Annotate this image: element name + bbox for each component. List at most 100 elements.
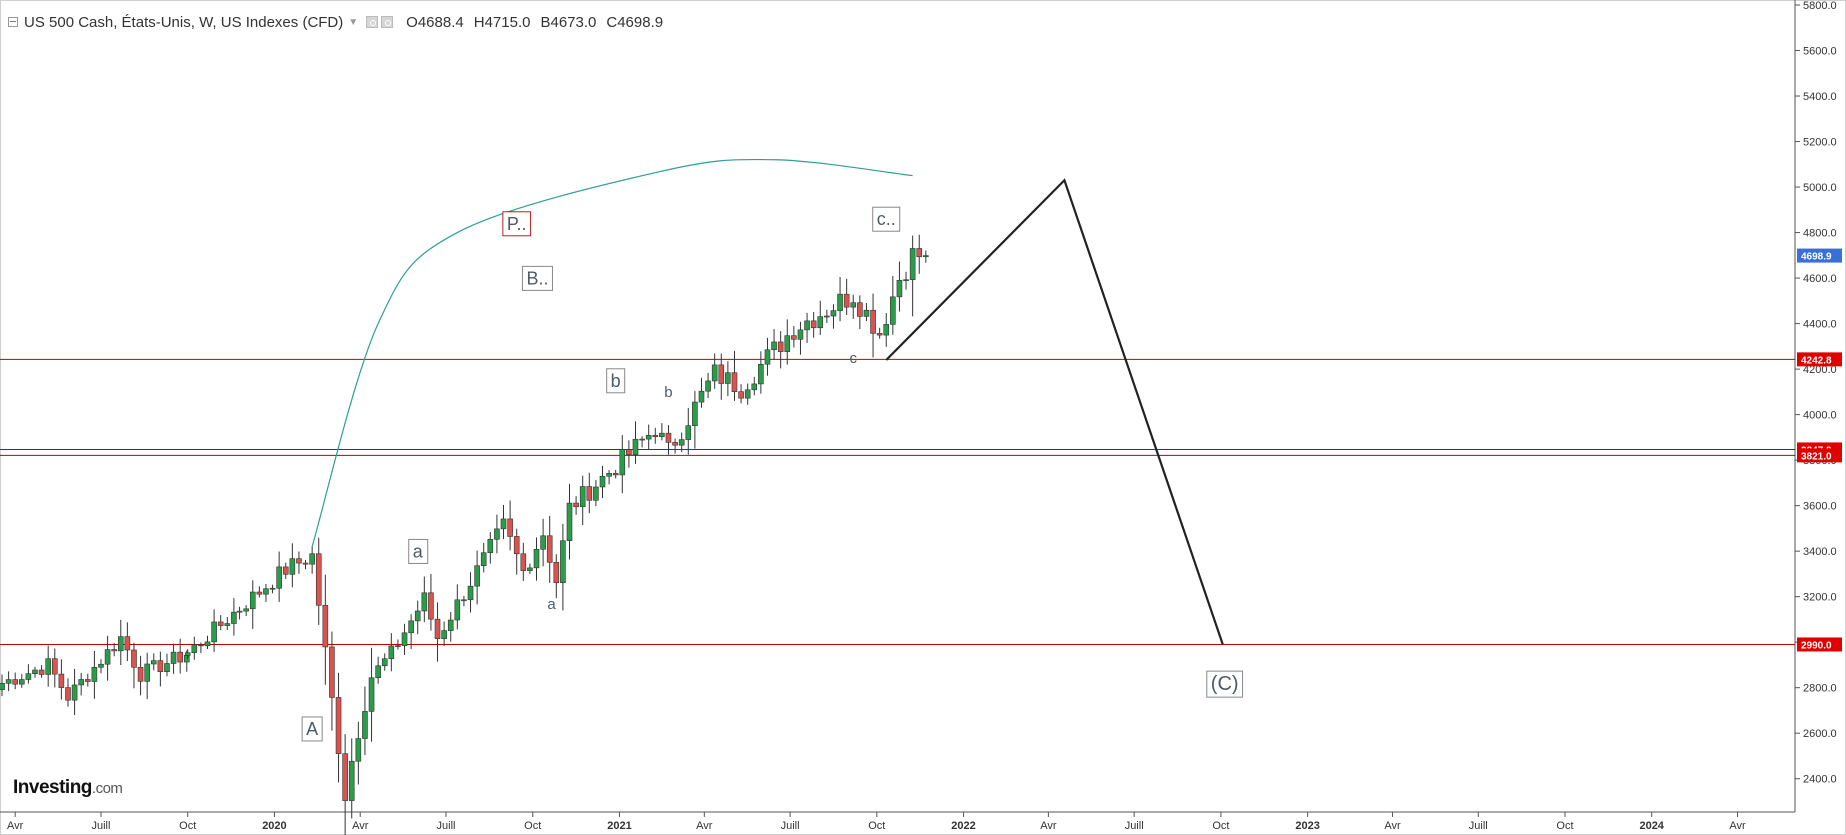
candle[interactable]: [705, 372, 711, 399]
candle[interactable]: [441, 621, 447, 647]
candle[interactable]: [249, 580, 256, 629]
candle[interactable]: [791, 326, 797, 348]
candle[interactable]: [217, 615, 224, 631]
wave-label[interactable]: P..: [502, 211, 532, 237]
candle[interactable]: [329, 631, 335, 731]
candle[interactable]: [131, 642, 137, 689]
candle[interactable]: [487, 532, 494, 564]
candle[interactable]: [731, 350, 738, 401]
candle[interactable]: [916, 234, 923, 274]
candle[interactable]: [474, 550, 480, 605]
candle[interactable]: [150, 653, 157, 671]
candle[interactable]: [276, 551, 282, 602]
candle[interactable]: [461, 595, 467, 607]
candle[interactable]: [626, 440, 632, 468]
wave-label[interactable]: (C): [1206, 670, 1244, 698]
candle[interactable]: [289, 543, 296, 588]
candle[interactable]: [527, 563, 533, 574]
visibility-icon[interactable]: [381, 16, 394, 28]
candle[interactable]: [586, 472, 593, 514]
candle[interactable]: [5, 671, 12, 692]
candle[interactable]: [698, 377, 705, 408]
candle[interactable]: [38, 665, 45, 678]
candle[interactable]: [84, 673, 91, 687]
candle[interactable]: [164, 653, 170, 677]
wave-label[interactable]: a: [547, 596, 556, 613]
candle[interactable]: [520, 542, 527, 581]
candle[interactable]: [98, 659, 104, 674]
candle[interactable]: [447, 612, 454, 642]
candle[interactable]: [198, 642, 204, 654]
candle[interactable]: [395, 639, 401, 650]
candle[interactable]: [381, 653, 388, 671]
candle[interactable]: [91, 650, 98, 699]
candle[interactable]: [78, 672, 84, 696]
candle[interactable]: [507, 500, 513, 551]
candle[interactable]: [804, 312, 810, 343]
candle[interactable]: [863, 303, 870, 322]
candle[interactable]: [480, 542, 487, 573]
candle[interactable]: [124, 622, 131, 662]
candle[interactable]: [843, 278, 850, 315]
candle[interactable]: [144, 652, 150, 700]
candle[interactable]: [692, 390, 698, 449]
candle[interactable]: [421, 576, 428, 623]
candle[interactable]: [606, 470, 612, 485]
candle[interactable]: [817, 300, 824, 336]
candle[interactable]: [909, 235, 916, 317]
candle[interactable]: [500, 504, 507, 540]
candle[interactable]: [434, 602, 441, 662]
candle[interactable]: [579, 475, 586, 525]
candle[interactable]: [170, 643, 177, 674]
candle[interactable]: [560, 523, 566, 611]
candle[interactable]: [784, 319, 791, 365]
candle[interactable]: [758, 351, 764, 394]
arc-drawing[interactable]: [311, 158, 913, 547]
candle[interactable]: [540, 518, 546, 567]
candle[interactable]: [890, 275, 896, 335]
candle[interactable]: [25, 664, 32, 684]
candle[interactable]: [388, 633, 395, 672]
candle[interactable]: [177, 638, 183, 674]
candle[interactable]: [764, 337, 771, 376]
candle[interactable]: [191, 636, 198, 660]
candle[interactable]: [599, 465, 606, 498]
candle[interactable]: [573, 496, 579, 515]
candle[interactable]: [111, 642, 117, 657]
wave-label[interactable]: b: [606, 368, 626, 394]
candle[interactable]: [711, 353, 718, 389]
candle[interactable]: [632, 421, 639, 464]
candle[interactable]: [678, 432, 685, 453]
candle[interactable]: [923, 250, 929, 263]
candle[interactable]: [566, 483, 573, 560]
candle[interactable]: [12, 672, 18, 690]
candle[interactable]: [777, 331, 784, 369]
settings-icon[interactable]: [366, 16, 379, 28]
candle[interactable]: [32, 666, 38, 678]
collapse-icon[interactable]: [8, 17, 18, 27]
candle[interactable]: [322, 574, 329, 685]
candle[interactable]: [309, 546, 315, 574]
candle[interactable]: [454, 584, 461, 630]
candle[interactable]: [850, 294, 857, 319]
candle[interactable]: [619, 435, 626, 494]
candle[interactable]: [184, 649, 191, 660]
candle[interactable]: [751, 376, 758, 396]
candle[interactable]: [659, 423, 665, 441]
chevron-down-icon[interactable]: ▼: [348, 16, 359, 28]
candle[interactable]: [117, 619, 124, 666]
candle[interactable]: [593, 480, 599, 507]
candle[interactable]: [428, 573, 434, 631]
candle[interactable]: [771, 329, 777, 361]
wave-label[interactable]: c..: [872, 206, 901, 232]
candle[interactable]: [296, 551, 302, 574]
wave-label[interactable]: b: [664, 384, 672, 401]
candle[interactable]: [738, 384, 744, 404]
candle[interactable]: [744, 383, 751, 405]
candle[interactable]: [725, 361, 731, 397]
candle[interactable]: [335, 672, 342, 783]
candle[interactable]: [467, 572, 474, 613]
candle[interactable]: [263, 583, 269, 602]
candle[interactable]: [231, 598, 237, 636]
candle[interactable]: [269, 584, 276, 594]
